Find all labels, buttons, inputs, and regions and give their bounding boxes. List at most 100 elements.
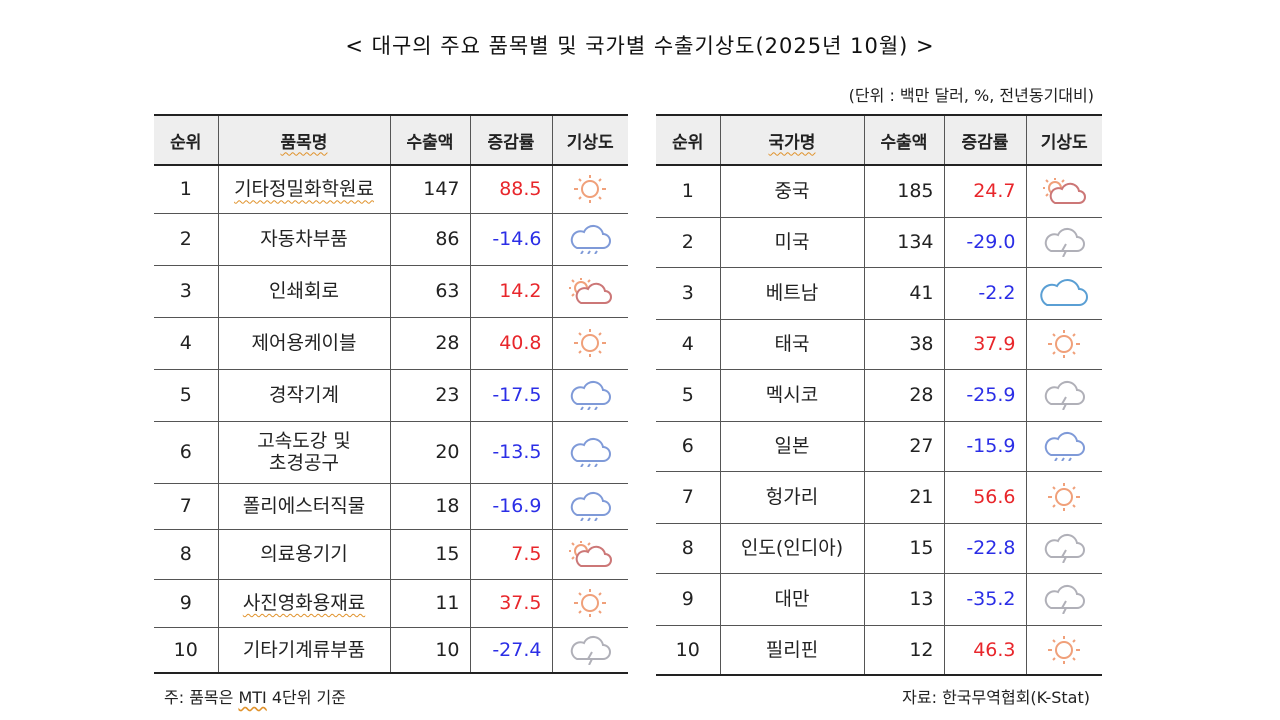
table-row: 8 인도(인디아) 15 -22.8: [656, 523, 1102, 574]
name-cell: 사진영화용재료: [217, 579, 390, 628]
rank-cell: 8: [154, 529, 218, 580]
rank-cell: 6: [154, 421, 218, 484]
rain-icon: [563, 380, 617, 410]
table-row: 4 제어용케이블 28 40.8: [154, 317, 628, 370]
amount-cell: 13: [863, 573, 944, 626]
table-row: 1 중국 185 24.7: [656, 165, 1102, 218]
amount-cell: 20: [389, 421, 470, 484]
change-cell: -16.9: [469, 483, 552, 530]
name-cell: 제어용케이블: [217, 317, 390, 370]
thunder-icon: [563, 635, 617, 665]
table-row: 1 기타정밀화학원료 147 88.5: [154, 165, 628, 214]
rank-cell: 3: [154, 265, 218, 318]
name-cell: 인도(인디아): [719, 523, 864, 574]
col-header-change: 증감률: [943, 114, 1026, 166]
thunder-icon: [1037, 227, 1091, 257]
rank-cell: 2: [656, 217, 720, 268]
rank-cell: 4: [656, 319, 720, 370]
name-label: 인도(인디아): [740, 537, 844, 559]
name-cell: 멕시코: [719, 369, 864, 422]
name-label: 중국: [774, 180, 810, 203]
weather-cell: [1025, 165, 1102, 218]
name-cell: 베트남: [719, 267, 864, 320]
sunny-icon: [1037, 330, 1091, 358]
thunder-icon: [1037, 380, 1091, 410]
table-row: 4 태국 38 37.9: [656, 319, 1102, 370]
amount-cell: 28: [389, 317, 470, 370]
amount-cell: 21: [863, 471, 944, 524]
change-cell: -25.9: [943, 369, 1026, 422]
amount-cell: 41: [863, 267, 944, 320]
weather-cell: [1025, 267, 1102, 320]
change-cell: 37.5: [469, 579, 552, 628]
partly-cloudy-icon: [563, 278, 617, 304]
weather-cell: [551, 165, 628, 214]
rain-icon: [563, 437, 617, 467]
change-cell: -2.2: [943, 267, 1026, 320]
cloudy-icon: [1037, 279, 1091, 306]
name-cell: 인쇄회로: [217, 265, 390, 318]
col-header-rank: 순위: [656, 114, 720, 166]
amount-cell: 18: [389, 483, 470, 530]
table-row: 10 필리핀 12 46.3: [656, 625, 1102, 676]
name-label: 기타정밀화학원료: [234, 178, 374, 201]
weather-cell: [551, 265, 628, 318]
name-label: 헝가리: [765, 486, 819, 508]
weather-cell: [551, 369, 628, 422]
name-cell: 필리핀: [719, 625, 864, 676]
amount-cell: 15: [389, 529, 470, 580]
table-row: 5 경작기계 23 -17.5: [154, 369, 628, 422]
name-label: 대만: [774, 588, 810, 610]
countries-table: 순위 국가명 수출액 증감률 기상도 1 중국 185 24.7 2 미국 134 -29.…: [656, 114, 1102, 676]
weather-cell: [1025, 421, 1102, 472]
col-header-amount: 수출액: [863, 114, 944, 166]
name-cell: 미국: [719, 217, 864, 268]
change-cell: 46.3: [943, 625, 1026, 676]
amount-cell: 15: [863, 523, 944, 574]
rank-cell: 5: [154, 369, 218, 422]
table-row: 8 의료용기기 15 7.5: [154, 529, 628, 580]
amount-cell: 10: [389, 627, 470, 674]
thunder-icon: [1037, 533, 1091, 563]
name-label: 인쇄회로: [269, 280, 339, 302]
weather-cell: [551, 529, 628, 580]
weather-cell: [1025, 471, 1102, 524]
name-label: 사진영화용재료: [242, 592, 366, 614]
col-header-weather: 기상도: [1025, 114, 1102, 166]
table-row: 7 헝가리 21 56.6: [656, 471, 1102, 524]
rain-icon: [1037, 431, 1091, 461]
sunny-icon: [563, 589, 617, 617]
name-label: 미국: [774, 231, 810, 253]
table-row: 10 기타기계류부품 10 -27.4: [154, 627, 628, 674]
col-header-change: 증감률: [469, 114, 552, 166]
sunny-icon: [1037, 635, 1091, 664]
weather-cell: [551, 421, 628, 484]
table-row: 5 멕시코 28 -25.9: [656, 369, 1102, 422]
change-cell: 14.2: [469, 265, 552, 318]
change-cell: -14.6: [469, 213, 552, 266]
rank-cell: 1: [656, 165, 720, 218]
weather-cell: [551, 483, 628, 530]
name-cell: 경작기계: [217, 369, 390, 422]
change-cell: -29.0: [943, 217, 1026, 268]
name-cell: 중국: [719, 165, 864, 218]
change-cell: -35.2: [943, 573, 1026, 626]
source-note: 자료: 한국무역협회(K-Stat): [902, 688, 1090, 707]
thunder-icon: [1037, 584, 1091, 614]
rank-cell: 3: [656, 267, 720, 320]
name-cell: 일본: [719, 421, 864, 472]
name-label: 자동차부품: [260, 228, 348, 250]
name-cell: 의료용기기: [217, 529, 390, 580]
amount-cell: 134: [863, 217, 944, 268]
weather-cell: [1025, 625, 1102, 676]
amount-cell: 63: [389, 265, 470, 318]
col-header-weather: 기상도: [551, 114, 628, 166]
change-cell: 24.7: [943, 165, 1026, 218]
table-row: 7 폴리에스터직물 18 -16.9: [154, 483, 628, 530]
footnote-mti: MTI: [238, 688, 267, 707]
rank-cell: 7: [656, 471, 720, 524]
name-cell: 기타기계류부품: [217, 627, 390, 674]
change-cell: -15.9: [943, 421, 1026, 472]
name-cell: 고속도강 및 초경공구: [217, 421, 390, 484]
rank-cell: 10: [154, 627, 218, 674]
